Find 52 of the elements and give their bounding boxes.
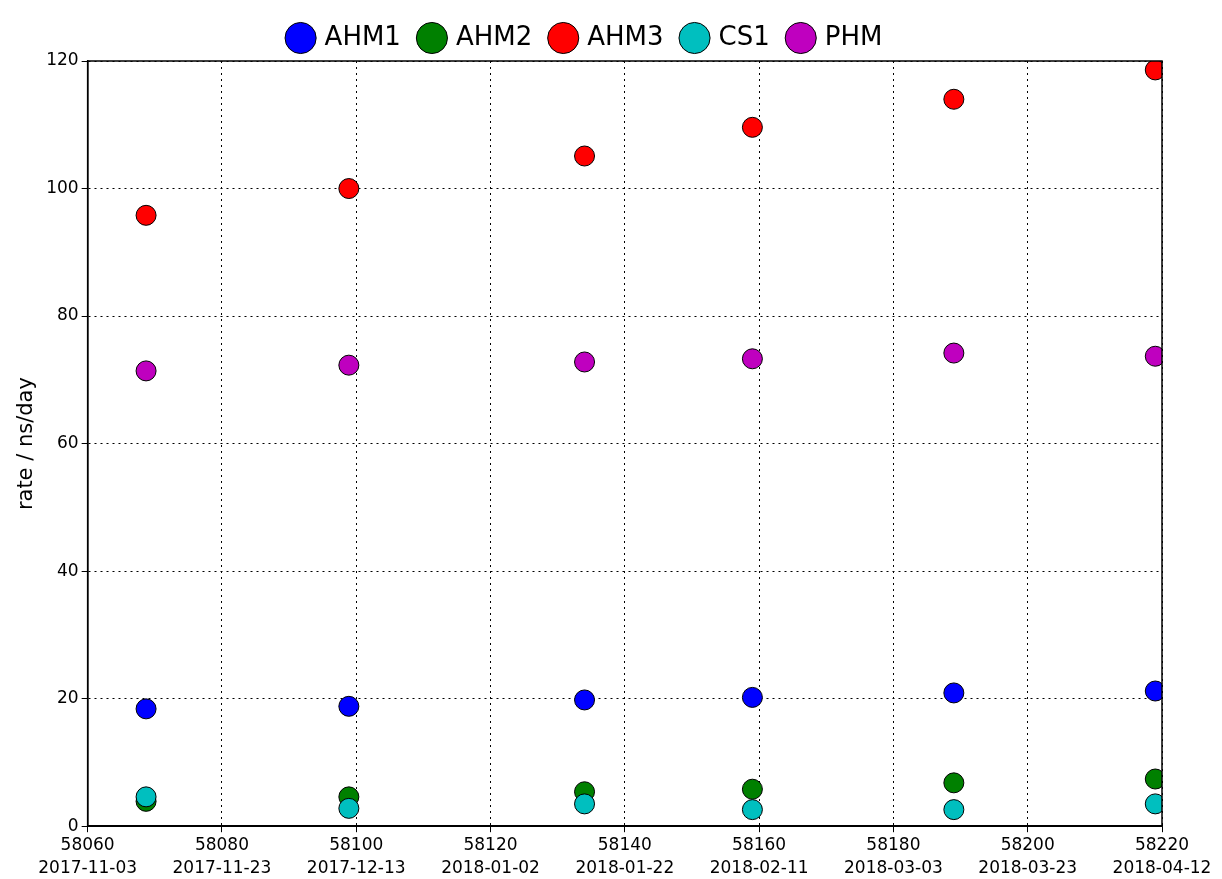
point xyxy=(943,88,965,110)
y-tick-label: 80 xyxy=(57,304,79,325)
x-tick-label: 58140 xyxy=(597,833,652,854)
point xyxy=(943,342,965,364)
x-tick-label: 58060 xyxy=(60,833,115,854)
legend-label: AHM1 xyxy=(324,20,401,51)
point xyxy=(741,348,763,370)
point xyxy=(135,698,157,720)
point xyxy=(338,354,360,376)
y-tick-label: 0 xyxy=(67,814,79,835)
y-tick-label: 60 xyxy=(57,432,79,453)
legend-label: PHM xyxy=(824,20,883,51)
point xyxy=(574,793,596,815)
point xyxy=(135,360,157,382)
point xyxy=(338,695,360,717)
point xyxy=(741,778,763,800)
x2-tick-label: 2018-01-22 xyxy=(575,857,675,878)
y-tick-label: 100 xyxy=(46,176,79,197)
point xyxy=(741,686,763,708)
x-tick-label: 58160 xyxy=(732,833,787,854)
x2-tick-label: 2017-11-03 xyxy=(38,857,138,878)
x-tick-label: 58120 xyxy=(463,833,518,854)
x2-tick-label: 2017-12-13 xyxy=(306,857,406,878)
y-tick-label: 120 xyxy=(46,49,79,70)
legend-label: AHM2 xyxy=(455,20,533,51)
point xyxy=(943,682,965,704)
x2-tick-label: 2017-11-23 xyxy=(172,857,272,878)
point xyxy=(943,799,965,821)
y-tick-label: 40 xyxy=(57,559,79,580)
point xyxy=(338,178,360,200)
y-axis-title: rate / ns/day xyxy=(13,377,38,511)
x2-tick-label: 2018-03-03 xyxy=(844,857,943,878)
point xyxy=(135,204,157,226)
point xyxy=(574,351,596,373)
x-tick-label: 58100 xyxy=(329,833,384,854)
point xyxy=(574,145,596,167)
x2-tick-label: 2018-02-11 xyxy=(709,857,809,878)
legend-label: AHM3 xyxy=(587,20,664,51)
x2-tick-label: 2018-03-23 xyxy=(978,857,1078,878)
x-tick-label: 58080 xyxy=(194,833,249,854)
x-tick-label: 58180 xyxy=(866,833,921,854)
legend-label: CS1 xyxy=(718,20,770,51)
x2-tick-label: 2018-01-02 xyxy=(441,857,540,878)
y-tick-label: 20 xyxy=(57,687,79,708)
point xyxy=(741,116,763,138)
x-tick-label: 58220 xyxy=(1134,833,1190,854)
point xyxy=(338,797,360,819)
point xyxy=(741,799,763,821)
point xyxy=(943,772,965,794)
x2-tick-label: 2018-04-12 xyxy=(1112,857,1212,878)
x-tick-label: 58200 xyxy=(1000,833,1055,854)
point xyxy=(574,689,596,711)
